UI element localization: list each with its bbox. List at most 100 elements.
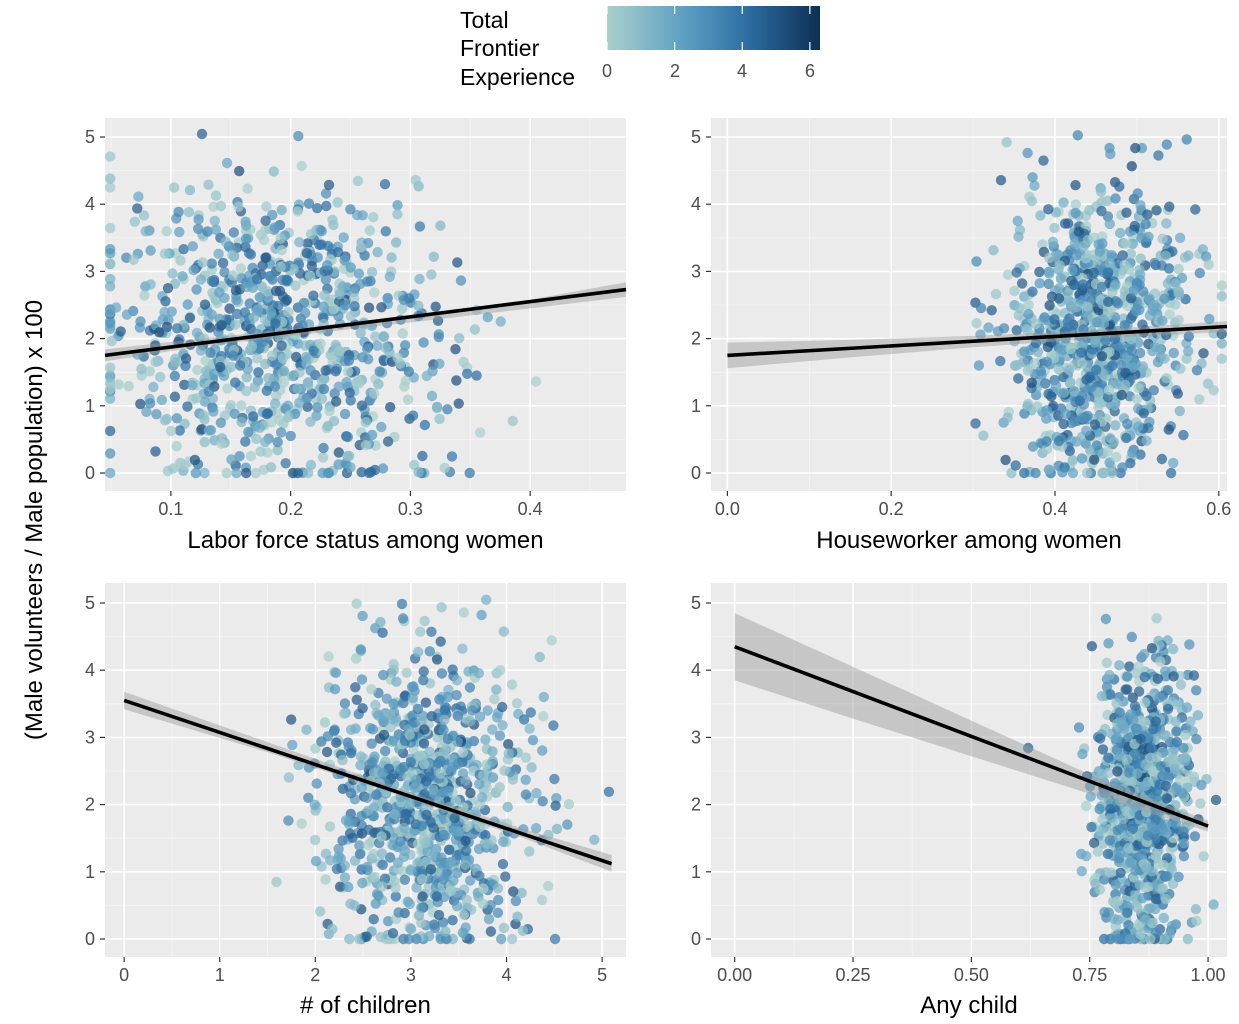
data-point xyxy=(975,329,986,340)
data-point xyxy=(283,815,294,826)
data-point xyxy=(372,247,383,258)
data-point xyxy=(464,933,475,945)
data-point xyxy=(398,697,409,709)
data-point xyxy=(305,416,316,427)
data-point xyxy=(227,270,239,281)
data-point xyxy=(1088,267,1100,278)
data-point xyxy=(204,322,215,333)
data-point xyxy=(377,627,388,638)
data-point xyxy=(435,755,446,767)
data-point xyxy=(458,802,469,813)
data-point xyxy=(1144,293,1155,304)
data-point xyxy=(270,398,281,409)
data-point xyxy=(310,743,321,754)
data-point xyxy=(983,322,994,333)
data-point xyxy=(187,380,198,391)
data-point xyxy=(452,710,464,722)
data-point xyxy=(1162,703,1174,715)
data-point xyxy=(397,613,409,624)
data-point xyxy=(150,446,161,457)
data-point xyxy=(1120,238,1132,249)
data-point xyxy=(1191,733,1202,745)
data-point xyxy=(1159,353,1170,364)
data-point xyxy=(159,415,170,426)
data-point xyxy=(1133,661,1144,672)
data-point xyxy=(1022,401,1033,412)
data-point xyxy=(978,430,989,441)
data-point xyxy=(431,654,443,665)
data-point xyxy=(301,248,313,259)
data-point xyxy=(280,458,291,469)
data-point xyxy=(1112,825,1124,836)
x-tick-label: 2 xyxy=(310,965,320,985)
data-point xyxy=(136,363,147,375)
data-point xyxy=(487,746,498,757)
data-point xyxy=(520,774,531,785)
data-point xyxy=(451,901,463,912)
data-point xyxy=(1096,281,1108,293)
data-point xyxy=(369,287,380,298)
data-point xyxy=(1126,333,1137,345)
y-tick-label: 4 xyxy=(85,194,95,214)
data-point xyxy=(426,711,437,722)
data-point xyxy=(192,364,203,376)
scatter-points xyxy=(1022,613,1222,945)
data-point xyxy=(105,425,116,437)
data-point xyxy=(1146,821,1158,833)
data-point xyxy=(1114,660,1125,671)
data-point xyxy=(333,843,344,855)
data-point xyxy=(230,319,241,330)
data-point xyxy=(1054,283,1065,294)
data-point xyxy=(498,626,509,637)
data-point xyxy=(395,836,406,847)
data-point xyxy=(200,355,211,366)
x-tick-label: 0.4 xyxy=(518,499,543,519)
data-point xyxy=(1100,335,1111,346)
data-point xyxy=(277,291,289,302)
data-point xyxy=(341,377,352,388)
data-point xyxy=(1158,859,1169,871)
data-point xyxy=(1151,205,1162,216)
data-point xyxy=(400,340,411,351)
data-point xyxy=(303,467,314,479)
data-point xyxy=(203,386,215,397)
data-point xyxy=(371,789,382,800)
data-point xyxy=(240,241,251,253)
data-point xyxy=(454,333,465,344)
data-point xyxy=(457,747,469,758)
data-point xyxy=(1136,232,1147,244)
data-point xyxy=(286,371,298,382)
data-point xyxy=(442,404,453,415)
data-point xyxy=(471,370,482,381)
data-point xyxy=(1006,467,1017,479)
data-point xyxy=(518,714,530,725)
data-point xyxy=(1117,250,1128,261)
data-point xyxy=(998,323,1010,334)
data-point xyxy=(105,222,116,234)
data-point xyxy=(276,340,287,351)
data-point xyxy=(195,345,207,356)
data-point xyxy=(461,845,472,856)
data-point xyxy=(271,876,282,888)
data-point xyxy=(1057,388,1068,399)
data-point xyxy=(144,366,155,377)
data-point xyxy=(182,299,193,310)
data-point xyxy=(474,821,486,833)
data-point xyxy=(281,274,292,285)
data-point xyxy=(318,442,329,454)
data-point xyxy=(1053,435,1065,447)
data-point xyxy=(178,244,189,255)
data-point xyxy=(1097,238,1108,249)
data-point xyxy=(240,233,252,244)
data-point xyxy=(413,646,424,658)
data-point xyxy=(1039,312,1050,323)
data-point xyxy=(135,398,146,410)
data-point xyxy=(464,467,475,479)
data-point xyxy=(350,682,361,693)
data-point xyxy=(1168,457,1179,469)
data-point xyxy=(434,413,445,425)
data-point xyxy=(213,248,224,259)
data-point xyxy=(1202,378,1214,389)
data-point xyxy=(1183,346,1194,357)
data-point xyxy=(333,851,344,862)
